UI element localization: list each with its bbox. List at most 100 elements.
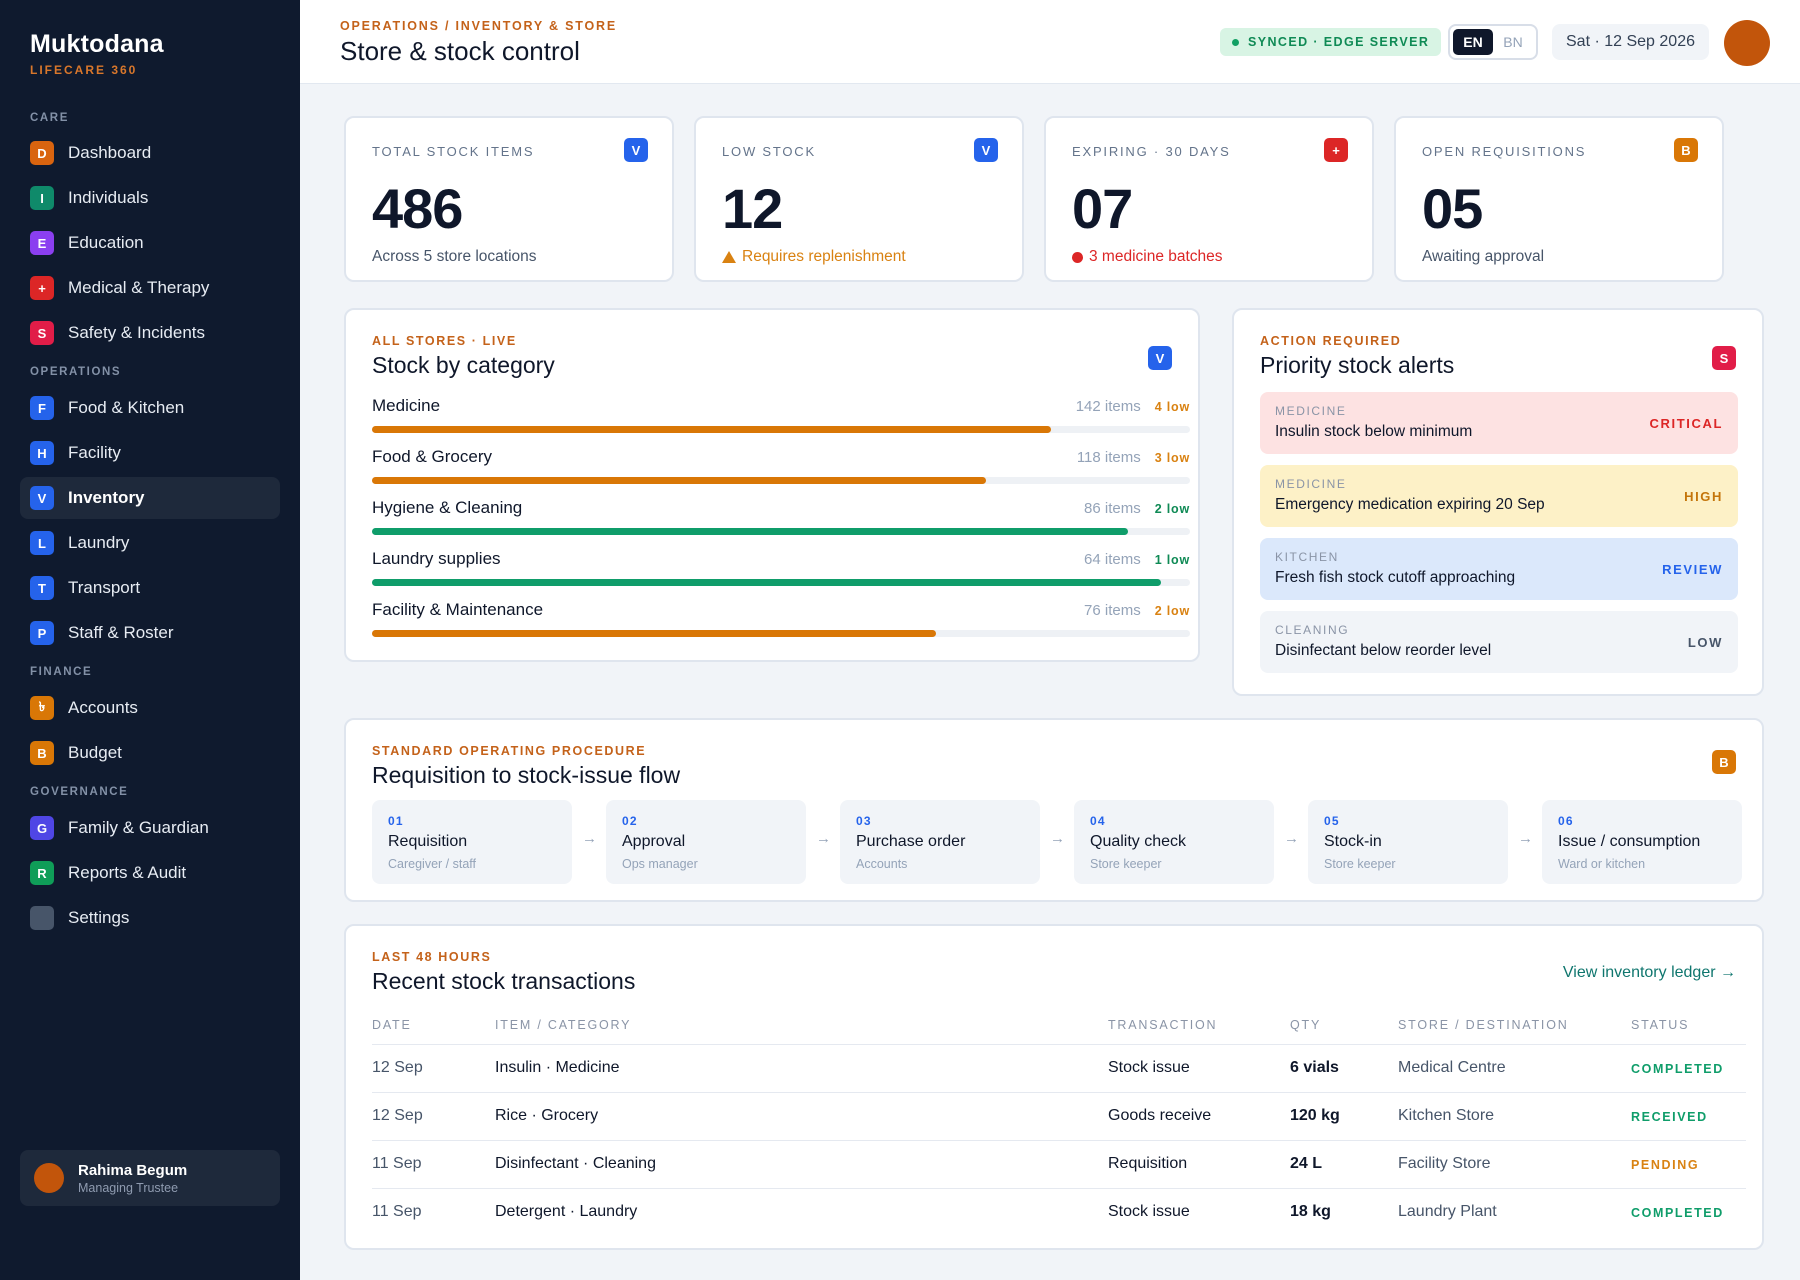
alert-level-badge: CRITICAL xyxy=(1649,416,1723,431)
category-row[interactable]: Hygiene & Cleaning 86 items 2 low xyxy=(372,498,1190,544)
stat-card[interactable]: TOTAL STOCK ITEMS V 486 Across 5 store loca… xyxy=(344,116,674,282)
sidebar-item-safety-incidents[interactable]: S Safety & Incidents xyxy=(20,312,280,354)
sidebar-item-label: Transport xyxy=(68,578,141,597)
breadcrumb: OPERATIONS / INVENTORY & STORE xyxy=(340,19,617,33)
alert-item[interactable]: MEDICINE Insulin stock below minimum CRITI… xyxy=(1260,392,1738,454)
dashboard-icon: D xyxy=(30,141,54,165)
cell-type: Goods receive xyxy=(1108,1107,1212,1124)
sidebar-item-individuals[interactable]: I Individuals xyxy=(20,177,280,219)
transport-icon: T xyxy=(30,576,54,600)
flow-step: 05 Stock-in Store keeper xyxy=(1308,800,1508,884)
stat-subtext-label: Requires replenishment xyxy=(742,248,906,265)
category-row[interactable]: Food & Grocery 118 items 3 low xyxy=(372,447,1190,493)
sidebar-item-medical-therapy[interactable]: + Medical & Therapy xyxy=(20,267,280,309)
category-progress-fill xyxy=(372,579,1162,586)
cell-qty: 6 vials xyxy=(1290,1059,1339,1076)
category-progress-fill xyxy=(372,630,937,637)
table-row[interactable]: 12 Sep Rice · Grocery Goods receive 120 kg K… xyxy=(372,1092,1746,1140)
nav-section-label: GOVERNANCE xyxy=(30,786,129,798)
stat-card[interactable]: OPEN REQUISITIONS B 05 Awaiting approval xyxy=(1394,116,1724,282)
category-row[interactable]: Laundry supplies 64 items 1 low xyxy=(372,549,1190,595)
table-row[interactable]: 11 Sep Disinfectant · Cleaning Requisition… xyxy=(372,1140,1746,1188)
sidebar-item-transport[interactable]: T Transport xyxy=(20,567,280,609)
stat-card[interactable]: LOW STOCK V 12 Requires replenishment xyxy=(694,116,1024,282)
sidebar-item-label: Inventory xyxy=(68,488,145,507)
stock-by-category-card: ALL STORES · LIVE Stock by category V Me… xyxy=(344,308,1200,662)
category-progress-track xyxy=(372,477,1190,484)
alert-text: Fresh fish stock cutoff approaching xyxy=(1275,569,1516,586)
category-low-count: 3 low xyxy=(1154,451,1190,465)
nav-section-label: OPERATIONS xyxy=(30,366,122,378)
table-row[interactable]: 12 Sep Insulin · Medicine Stock issue 6 via… xyxy=(372,1044,1746,1092)
alert-text: Emergency medication expiring 20 Sep xyxy=(1275,496,1545,513)
sidebar-item-food-kitchen[interactable]: F Food & Kitchen xyxy=(20,387,280,429)
cell-qty: 120 kg xyxy=(1290,1107,1340,1124)
medical-therapy-icon: + xyxy=(30,276,54,300)
cell-type: Stock issue xyxy=(1108,1203,1190,1220)
flow-step-number: 03 xyxy=(856,814,872,828)
sidebar-item-laundry[interactable]: L Laundry xyxy=(20,522,280,564)
stat-card[interactable]: EXPIRING · 30 DAYS +07 3 medicine batches xyxy=(1044,116,1374,282)
table-row[interactable]: 11 Sep Detergent · Laundry Stock issue 18 k… xyxy=(372,1188,1746,1236)
category-name: Facility & Maintenance xyxy=(372,600,544,619)
flow-step-role: Ops manager xyxy=(622,857,698,871)
sidebar-item-settings[interactable]: Settings xyxy=(20,897,280,939)
sidebar-item-staff-roster[interactable]: P Staff & Roster xyxy=(20,612,280,654)
column-header: STORE / DESTINATION xyxy=(1398,1018,1569,1032)
sidebar-item-budget[interactable]: B Budget xyxy=(20,732,280,774)
stat-badge-icon: B xyxy=(1674,138,1698,162)
category-low-count: 2 low xyxy=(1154,604,1190,618)
alert-category: CLEANING xyxy=(1275,623,1350,637)
flow-eyebrow: STANDARD OPERATING PROCEDURE xyxy=(372,744,647,758)
flow-step: 06 Issue / consumption Ward or kitchen xyxy=(1542,800,1742,884)
cell-date: 12 Sep xyxy=(372,1107,423,1124)
transactions-title: Recent stock transactions xyxy=(372,968,636,994)
sidebar-item-facility[interactable]: H Facility xyxy=(20,432,280,474)
category-name: Laundry supplies xyxy=(372,549,501,568)
user-avatar[interactable] xyxy=(1724,20,1770,66)
cell-date: 11 Sep xyxy=(372,1203,422,1220)
sidebar-item-label: Education xyxy=(68,233,144,252)
column-header: STATUS xyxy=(1631,1018,1690,1032)
alert-item[interactable]: CLEANING Disinfectant below reorder level… xyxy=(1260,611,1738,673)
sidebar-item-reports-audit[interactable]: R Reports & Audit xyxy=(20,852,280,894)
view-ledger-link[interactable]: View inventory ledger → xyxy=(1562,964,1736,981)
category-row[interactable]: Facility & Maintenance 76 items 2 low xyxy=(372,600,1190,646)
sidebar-item-label: Laundry xyxy=(68,533,130,552)
category-row[interactable]: Medicine 142 items 4 low xyxy=(372,396,1190,442)
column-header: TRANSACTION xyxy=(1108,1018,1218,1032)
stat-label: LOW STOCK xyxy=(722,144,816,159)
stat-badge-icon: V xyxy=(974,138,998,162)
flow-step-role: Accounts xyxy=(856,857,908,871)
sidebar-item-inventory[interactable]: V Inventory xyxy=(20,477,280,519)
category-progress-track xyxy=(372,426,1190,433)
stat-subtext-label: 3 medicine batches xyxy=(1089,248,1223,265)
alert-item[interactable]: KITCHEN Fresh fish stock cutoff approachi… xyxy=(1260,538,1738,600)
stat-subtext: 3 medicine batches xyxy=(1072,248,1223,266)
sidebar-item-accounts[interactable]: ৳ Accounts xyxy=(20,687,280,729)
lang-option-bn[interactable]: BN xyxy=(1503,34,1523,50)
cell-type: Stock issue xyxy=(1108,1059,1190,1076)
alert-item[interactable]: MEDICINE Emergency medication expiring 20… xyxy=(1260,465,1738,527)
flow-step-title: Issue / consumption xyxy=(1558,833,1701,850)
flow-step-role: Ward or kitchen xyxy=(1558,857,1646,871)
flow-step-role: Caregiver / staff xyxy=(388,857,477,871)
sidebar-item-family-guardian[interactable]: G Family & Guardian xyxy=(20,807,280,849)
sidebar-item-dashboard[interactable]: D Dashboard xyxy=(20,132,280,174)
sidebar-item-education[interactable]: E Education xyxy=(20,222,280,264)
warning-icon xyxy=(722,251,736,263)
nav-section-label: CARE xyxy=(30,112,69,124)
category-progress-fill xyxy=(372,477,986,484)
sidebar-item-label: Facility xyxy=(68,443,121,462)
category-meta: 76 items 2 low xyxy=(1084,602,1190,619)
user-card[interactable]: Rahima Begum Managing Trustee xyxy=(20,1150,280,1206)
flow-step-number: 04 xyxy=(1090,814,1106,828)
individuals-icon: I xyxy=(30,186,54,210)
category-item-count: 86 items xyxy=(1084,500,1141,517)
lang-option-en[interactable]: EN xyxy=(1453,29,1493,55)
cell-date: 12 Sep xyxy=(372,1059,423,1076)
category-item-count: 142 items xyxy=(1075,398,1141,415)
avatar xyxy=(34,1163,64,1193)
sidebar-item-label: Dashboard xyxy=(68,143,152,162)
alert-category: KITCHEN xyxy=(1275,550,1339,564)
